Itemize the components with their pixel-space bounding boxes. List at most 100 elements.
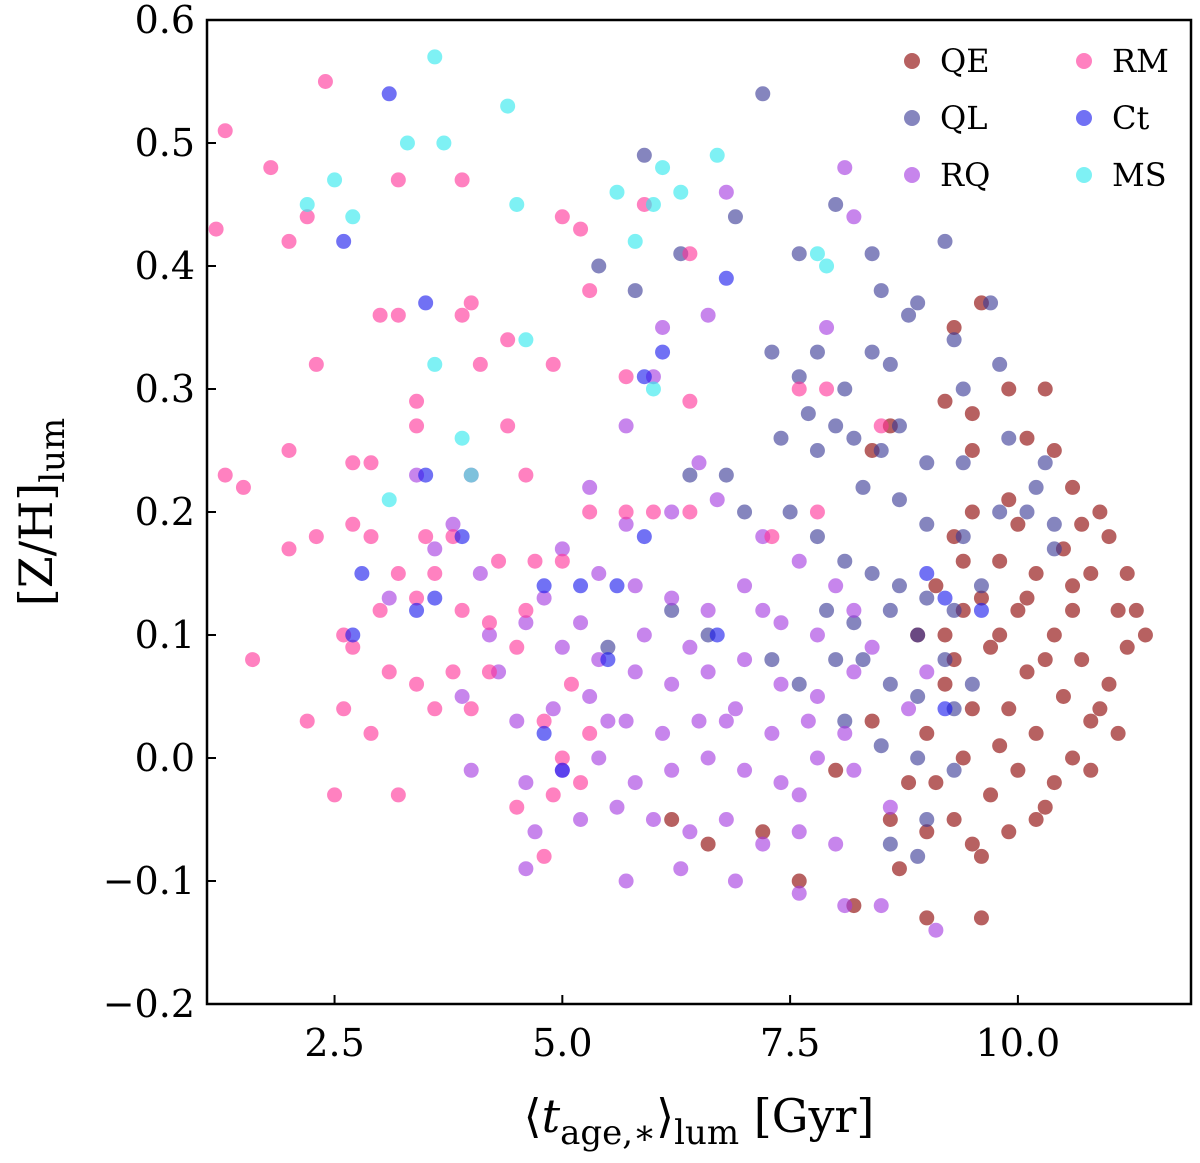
legend-marker xyxy=(1076,53,1092,69)
data-point-ms xyxy=(709,147,725,163)
data-point-rm xyxy=(518,467,534,483)
data-point-ct xyxy=(554,762,570,778)
data-point-rq xyxy=(518,861,534,877)
data-point-ms xyxy=(509,197,525,212)
data-point-ql xyxy=(946,762,962,778)
data-point-qe xyxy=(1065,479,1081,495)
data-point-rq xyxy=(709,492,725,508)
data-point-rq xyxy=(755,836,771,852)
data-point-ql xyxy=(718,467,734,483)
data-point-ql xyxy=(891,578,907,594)
points-layer xyxy=(208,49,1153,938)
data-point-rq xyxy=(791,787,807,803)
data-point-rq xyxy=(427,541,443,557)
data-point-ct xyxy=(381,86,397,102)
data-point-rq xyxy=(846,602,862,618)
data-point-qe xyxy=(919,725,935,741)
data-point-rq xyxy=(627,578,643,594)
data-point-ct xyxy=(709,627,725,643)
data-point-rm xyxy=(500,418,516,434)
data-point-rq xyxy=(773,676,789,692)
legend-label: MS xyxy=(1112,156,1167,194)
data-point-qe xyxy=(1065,750,1081,766)
data-point-rq xyxy=(682,824,698,840)
legend-label: Ct xyxy=(1112,99,1149,137)
data-point-rm xyxy=(372,602,388,618)
data-point-ql xyxy=(992,356,1008,372)
data-point-ms xyxy=(381,492,397,508)
data-point-ct xyxy=(919,566,935,581)
data-point-rm xyxy=(582,504,598,520)
data-point-rq xyxy=(837,898,853,914)
data-point-ql xyxy=(755,86,771,102)
data-point-qe xyxy=(919,910,935,926)
data-point-ql xyxy=(882,356,898,372)
data-point-ql xyxy=(809,529,825,545)
data-point-rq xyxy=(882,799,898,815)
data-point-rm xyxy=(582,283,598,299)
data-point-qe xyxy=(1083,566,1099,581)
data-point-ql xyxy=(946,602,962,618)
data-point-ql xyxy=(591,258,607,274)
data-point-qe xyxy=(973,910,989,926)
data-point-ql xyxy=(873,738,889,754)
data-point-rq xyxy=(700,307,716,323)
data-point-rm xyxy=(363,529,379,545)
data-point-qe xyxy=(1065,602,1081,618)
y-tick-label: 0.1 xyxy=(135,613,195,657)
data-point-qe xyxy=(791,873,807,889)
data-point-rm xyxy=(527,553,543,569)
data-point-ql xyxy=(1046,516,1062,532)
data-point-qe xyxy=(1119,566,1135,581)
data-point-rm xyxy=(299,209,315,225)
data-point-rm xyxy=(791,381,807,397)
data-point-rq xyxy=(837,725,853,741)
data-point-rm xyxy=(554,553,570,569)
x-tick-label: 2.5 xyxy=(304,1021,364,1065)
data-point-ql xyxy=(1028,479,1044,495)
data-point-ct xyxy=(345,627,361,643)
plot-frame xyxy=(205,18,1193,1006)
data-point-rm xyxy=(409,393,425,409)
data-point-ql xyxy=(682,467,698,483)
data-point-ql xyxy=(855,652,871,668)
data-point-rm xyxy=(481,664,497,680)
data-point-rm xyxy=(208,221,224,237)
data-point-rq xyxy=(509,713,525,729)
data-point-rq xyxy=(655,320,671,335)
y-tick-label: 0.3 xyxy=(135,367,195,411)
data-point-qe xyxy=(1074,652,1090,668)
data-point-ql xyxy=(919,590,935,606)
data-point-rq xyxy=(536,590,552,606)
data-point-rm xyxy=(491,553,507,569)
data-point-rq xyxy=(518,615,534,631)
data-point-rm xyxy=(573,221,589,237)
data-point-rm xyxy=(390,307,406,323)
legend-item-ct: Ct xyxy=(1076,99,1149,137)
legend-marker xyxy=(904,110,920,126)
data-point-rm xyxy=(235,479,251,495)
legend-label: RQ xyxy=(940,156,990,194)
data-point-ct xyxy=(718,270,734,286)
data-point-qe xyxy=(1055,689,1071,704)
data-point-ms xyxy=(655,160,671,176)
data-point-ms xyxy=(454,430,470,446)
data-point-rq xyxy=(664,676,680,692)
data-point-rq xyxy=(846,664,862,680)
data-point-rm xyxy=(317,74,333,89)
data-point-ct xyxy=(636,529,652,545)
y-tick-label: 0.2 xyxy=(135,490,195,534)
data-point-rq xyxy=(573,812,589,827)
data-point-rm xyxy=(363,455,379,471)
data-point-ql xyxy=(901,307,917,323)
data-point-ql xyxy=(937,233,953,249)
data-point-rq xyxy=(791,553,807,569)
data-point-rq xyxy=(773,615,789,631)
legend-item-qe: QE xyxy=(904,42,990,80)
data-point-qe xyxy=(1019,430,1035,446)
data-point-ql xyxy=(791,369,807,385)
data-point-qe xyxy=(964,504,980,520)
data-point-ms xyxy=(627,233,643,249)
data-point-qe xyxy=(946,812,962,827)
legend: QE QL RQ RM Ct MS xyxy=(904,42,1169,194)
